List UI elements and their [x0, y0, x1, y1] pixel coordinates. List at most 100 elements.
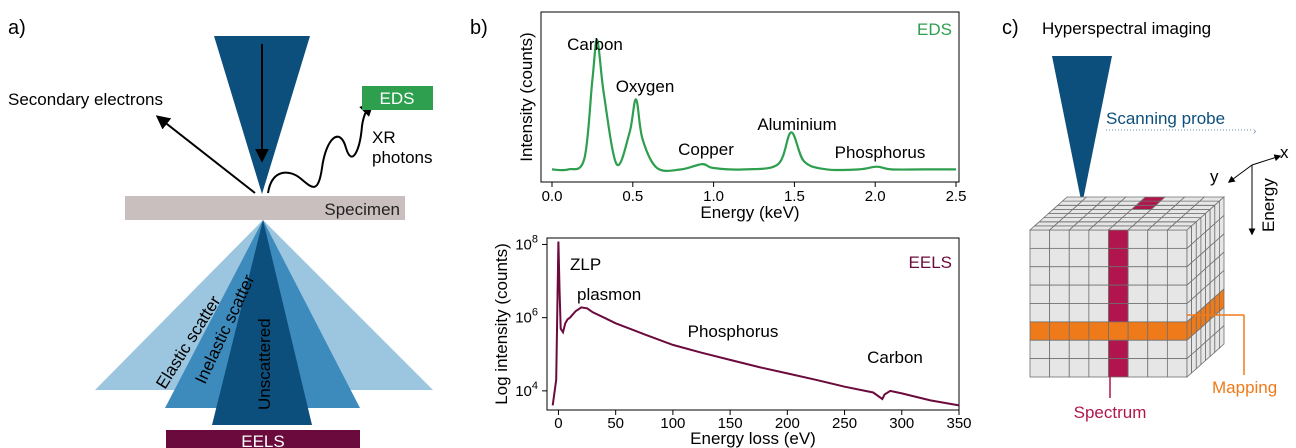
cube-front-cell	[1166, 339, 1188, 360]
cube-front-cell	[1049, 358, 1070, 378]
cube-front-cell	[1166, 321, 1188, 341]
panel-c-title: Hyperspectral imaging	[1042, 19, 1211, 38]
cube-front-cell	[1166, 247, 1188, 268]
cube-front-cell	[1029, 266, 1051, 286]
eels-annotation-plasmon: plasmon	[577, 285, 641, 304]
secondary-electrons-arrow	[155, 115, 256, 194]
cube-front-cell	[1147, 284, 1168, 304]
cube-side-cell	[1219, 324, 1225, 349]
cube-front-cell	[1088, 358, 1109, 378]
unscattered-label: Unscattered	[255, 318, 274, 410]
eels-x-tick-label: 350	[946, 415, 971, 432]
cube-front-cell	[1088, 321, 1109, 341]
scan-direction-icon: ›	[1253, 126, 1256, 137]
cube-front-cell	[1029, 321, 1051, 341]
eds-annotation-aluminium: Aluminium	[757, 115, 836, 134]
eels-y-tick-label: 108	[515, 233, 538, 253]
cube-front-cell	[1166, 229, 1188, 249]
cube-front-cell	[1088, 247, 1109, 268]
cube-front-cell	[1049, 247, 1070, 268]
eels-x-tick-label: 250	[832, 415, 857, 432]
eels-chart: EELS ZLP plasmon Phosphorus Carbon 0 50 10…	[492, 233, 972, 448]
eels-y-tick-label: 106	[515, 307, 538, 327]
y-axis-arrow	[1227, 164, 1253, 183]
cube-front-cell	[1068, 321, 1090, 341]
eds-x-tick-label: 1.5	[784, 188, 805, 205]
cube-front-cell	[1127, 358, 1149, 378]
cube-front-cell	[1049, 321, 1070, 341]
eels-x-tick-label: 0	[554, 415, 562, 432]
spectrum-label: Spectrum	[1074, 403, 1147, 422]
cube-front-cell	[1108, 229, 1129, 249]
cube-front-cell	[1147, 229, 1168, 249]
xr-photon-arrow	[267, 102, 374, 194]
cube-front-cell	[1049, 339, 1070, 360]
eels-x-tick-label: 50	[607, 415, 624, 432]
cube-front-cell	[1166, 284, 1188, 304]
cube-front-cell	[1166, 303, 1188, 323]
scanning-probe	[1052, 56, 1112, 205]
eels-annotation-phosphorus: Phosphorus	[688, 322, 779, 341]
cube-front-cell	[1068, 229, 1090, 249]
eds-annotation-phosphorus: Phosphorus	[835, 143, 926, 162]
eels-x-axis-label: Energy loss (eV)	[690, 429, 816, 448]
eels-annotation-zlp: ZLP	[570, 255, 601, 274]
eels-y-axis-label: Log intensity (counts)	[492, 243, 511, 405]
cube-front-cell	[1088, 284, 1109, 304]
eds-annotation-oxygen: Oxygen	[616, 77, 675, 96]
cube-front-cell	[1108, 266, 1129, 286]
cube-front-cell	[1127, 247, 1149, 268]
cube-front-cell	[1068, 358, 1090, 378]
cube-side-cell	[1191, 349, 1197, 374]
eds-x-ticks: 0.0 0.5 1.0 1.5 2.0 2.5	[542, 182, 967, 205]
cube-front-cell	[1068, 247, 1090, 268]
panel-c-label: c)	[1002, 17, 1019, 39]
xr-label: XR	[372, 128, 396, 147]
cube-front-cell	[1029, 247, 1051, 268]
energy-axis-label: Energy	[1259, 178, 1278, 232]
eds-annotation-carbon: Carbon	[567, 35, 623, 54]
cube-front-cell	[1029, 339, 1051, 360]
cube-front-cell	[1127, 266, 1149, 286]
cube-front-cell	[1127, 229, 1149, 249]
eds-y-axis-label: Intensity (counts)	[517, 32, 536, 161]
specimen-label: Specimen	[324, 200, 400, 219]
cube-front-cell	[1108, 284, 1129, 304]
eels-series-line	[551, 241, 960, 407]
eels-plot-frame	[546, 237, 960, 411]
cube-front-cell	[1147, 358, 1168, 378]
eds-badge	[362, 86, 433, 110]
cube-front-cell	[1166, 358, 1188, 378]
panel-b: b) EDS Carbon Oxygen Copper Aluminium Ph…	[470, 11, 972, 448]
x-axis-arrow	[1251, 154, 1282, 166]
eds-x-tick-label: 2.5	[946, 188, 967, 205]
eds-x-tick-label: 2.0	[865, 188, 886, 205]
specimen-slab	[125, 196, 405, 220]
cube-front-cell	[1147, 247, 1168, 268]
panel-c: c) Hyperspectral imaging Scanning probe …	[1002, 17, 1289, 422]
cube-front-cell	[1029, 284, 1051, 304]
cube-front-cell	[1068, 266, 1090, 286]
axis-indicator: x y Energy	[1210, 143, 1289, 236]
cube-side-cell	[1186, 353, 1192, 378]
cube-front-cell	[1147, 303, 1168, 323]
cube-front-cell	[1029, 303, 1051, 323]
data-cube	[1028, 196, 1226, 378]
eels-badge-label: EELS	[241, 432, 284, 448]
cube-front-cell	[1029, 358, 1051, 378]
panel-b-label: b)	[470, 17, 488, 39]
cube-front-cell	[1147, 266, 1168, 286]
eds-annotation-copper: Copper	[678, 140, 734, 159]
x-axis-label: x	[1280, 143, 1289, 162]
eds-series-label: EDS	[917, 20, 952, 39]
secondary-electrons-label: Secondary electrons	[8, 90, 163, 109]
cube-front-cell	[1127, 303, 1149, 323]
cube-side-cell	[1209, 333, 1216, 358]
eels-x-tick-label: 200	[775, 415, 800, 432]
eels-badge	[166, 430, 360, 448]
mapping-label: Mapping	[1212, 378, 1277, 397]
cube-side-cell	[1205, 337, 1211, 362]
cube-front-cell	[1088, 266, 1109, 286]
eels-x-tick-label: 150	[718, 415, 743, 432]
cube-front-cell	[1108, 339, 1129, 360]
